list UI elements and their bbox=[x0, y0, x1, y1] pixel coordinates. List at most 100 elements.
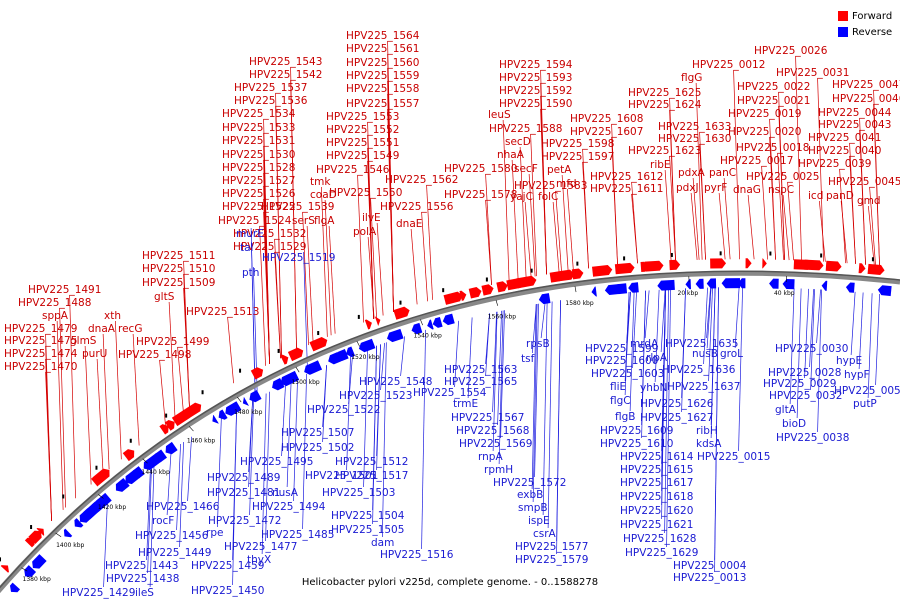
gene-connector bbox=[259, 225, 266, 366]
gene-label: HPV225_1517 bbox=[335, 470, 408, 482]
reverse-gene-arrow bbox=[315, 360, 322, 371]
gene-label: HPV225_1548 bbox=[359, 376, 432, 388]
gene-label: HPV225_0030 bbox=[775, 343, 848, 355]
gene-label: HPV225_1489 bbox=[207, 472, 280, 484]
gene-connector bbox=[263, 211, 270, 364]
gene-label: ispE bbox=[528, 515, 550, 527]
legend-forward-label: Forward bbox=[852, 10, 893, 22]
gene-label: HPV225_0055 bbox=[834, 385, 900, 397]
gene-label: secD bbox=[505, 136, 531, 148]
gene-label: ribH bbox=[696, 425, 718, 437]
forward-gene-arrow bbox=[481, 284, 494, 296]
forward-gene-arrow bbox=[745, 258, 752, 269]
gene-label: HPV225_1628 bbox=[623, 533, 696, 545]
gene-label: rpe bbox=[206, 527, 223, 539]
gene-label: panC bbox=[709, 167, 736, 179]
gene-label: HPV225_1556 bbox=[380, 201, 454, 213]
gene-connector bbox=[421, 211, 428, 302]
reverse-gene-arrow bbox=[95, 492, 112, 509]
gene-label: icd bbox=[808, 190, 823, 202]
legend-forward: Forward bbox=[838, 8, 892, 24]
gene-label: HPV225_1499 bbox=[136, 336, 209, 348]
gene-connector bbox=[540, 108, 547, 275]
gene-connector bbox=[850, 291, 856, 356]
gene-label: HPV225_1501 bbox=[305, 470, 378, 482]
gene-connector bbox=[498, 310, 504, 465]
forward-gene-arrow bbox=[309, 336, 328, 352]
gene-connector bbox=[302, 373, 307, 530]
reverse-gene-arrow bbox=[657, 279, 675, 291]
track-marker bbox=[0, 557, 2, 562]
gene-label: HPV225_1565 bbox=[444, 376, 517, 388]
gene-label: HPV225_0029 bbox=[763, 378, 836, 390]
gene-label: HPV225_1527 bbox=[222, 175, 295, 187]
gene-label: HPV225_1429 bbox=[62, 587, 135, 599]
gene-label: murE bbox=[236, 228, 264, 240]
forward-gene-arrow bbox=[0, 565, 9, 573]
gene-connector bbox=[666, 289, 671, 548]
reverse-gene-arrow bbox=[360, 338, 376, 352]
forward-gene-arrow bbox=[858, 263, 866, 274]
forward-gene-arrow bbox=[443, 291, 463, 305]
kbp-tick bbox=[237, 396, 242, 403]
forward-gene-arrow bbox=[644, 260, 664, 272]
gene-label: HPV225_1594 bbox=[499, 59, 573, 71]
gene-connector bbox=[293, 378, 298, 502]
gene-connector bbox=[555, 190, 562, 273]
gene-label: rpmH bbox=[484, 464, 513, 476]
gene-label: HPV225_1633 bbox=[658, 121, 731, 133]
gene-label: flgB bbox=[615, 411, 635, 423]
gene-connector bbox=[561, 174, 569, 272]
gene-label: HPV225_1449 bbox=[138, 547, 211, 559]
gene-connector bbox=[187, 436, 192, 502]
gene-connector bbox=[387, 108, 394, 312]
gene-connector bbox=[690, 192, 698, 260]
gene-label: dnaG bbox=[733, 184, 761, 196]
gene-label: HPV225_1568 bbox=[456, 425, 529, 437]
gene-label: HPV225_1560 bbox=[346, 57, 419, 69]
reverse-gene-arrow bbox=[685, 279, 692, 290]
gene-connector bbox=[497, 310, 502, 426]
gene-label: HPV225_1543 bbox=[249, 56, 322, 68]
gene-label: nhaA bbox=[497, 149, 525, 161]
kbp-tick-label: 1540 kbp bbox=[414, 333, 442, 340]
gene-label: HPV225_1598 bbox=[541, 138, 614, 150]
gene-label: HPV225_1523 bbox=[339, 390, 412, 402]
gene-label: pyrF bbox=[704, 182, 727, 194]
gene-label: HPV225_1524 bbox=[218, 215, 292, 227]
gene-connector bbox=[534, 303, 539, 478]
gene-label: HPV225_1615 bbox=[620, 464, 693, 476]
gene-connector bbox=[261, 393, 267, 555]
reverse-gene-arrow bbox=[242, 397, 249, 406]
gene-connector bbox=[654, 289, 660, 383]
gene-label: HPV225_1627 bbox=[640, 412, 713, 424]
gene-connector bbox=[370, 197, 377, 318]
reverse-gene-arrow bbox=[845, 282, 855, 293]
gene-label: HPV225_1491 bbox=[28, 284, 101, 296]
gene-label: HPV225_1551 bbox=[326, 137, 399, 149]
gene-label: trmE bbox=[453, 398, 478, 410]
kbp-tick bbox=[356, 340, 360, 347]
gene-label: HPV225_1561 bbox=[346, 43, 419, 55]
gene-connector bbox=[524, 201, 532, 278]
gene-connector bbox=[531, 304, 537, 490]
kbp-tick bbox=[21, 567, 28, 572]
gene-connector bbox=[644, 290, 650, 339]
gene-connector bbox=[695, 82, 703, 260]
gene-label: exbB bbox=[517, 489, 543, 501]
gene-connector bbox=[804, 288, 809, 379]
gene-label: HPV225_1470 bbox=[4, 361, 77, 373]
gene-label: xth bbox=[104, 310, 121, 322]
gene-label: sppA bbox=[42, 310, 69, 322]
kbp-tick-label: 1460 kbp bbox=[187, 437, 215, 444]
gene-label: HPV225_1472 bbox=[208, 515, 281, 527]
gene-connector bbox=[840, 200, 848, 264]
gene-connector bbox=[624, 292, 630, 396]
gene-label: HPV225_1528 bbox=[222, 162, 295, 174]
gene-connector bbox=[381, 342, 387, 538]
gene-connector bbox=[367, 160, 374, 319]
gene-connector bbox=[328, 225, 336, 334]
kbp-tick-label: 20 kbp bbox=[678, 290, 699, 297]
forward-gene-arrow bbox=[825, 260, 842, 272]
gene-label: HPV225_1630 bbox=[658, 133, 731, 145]
